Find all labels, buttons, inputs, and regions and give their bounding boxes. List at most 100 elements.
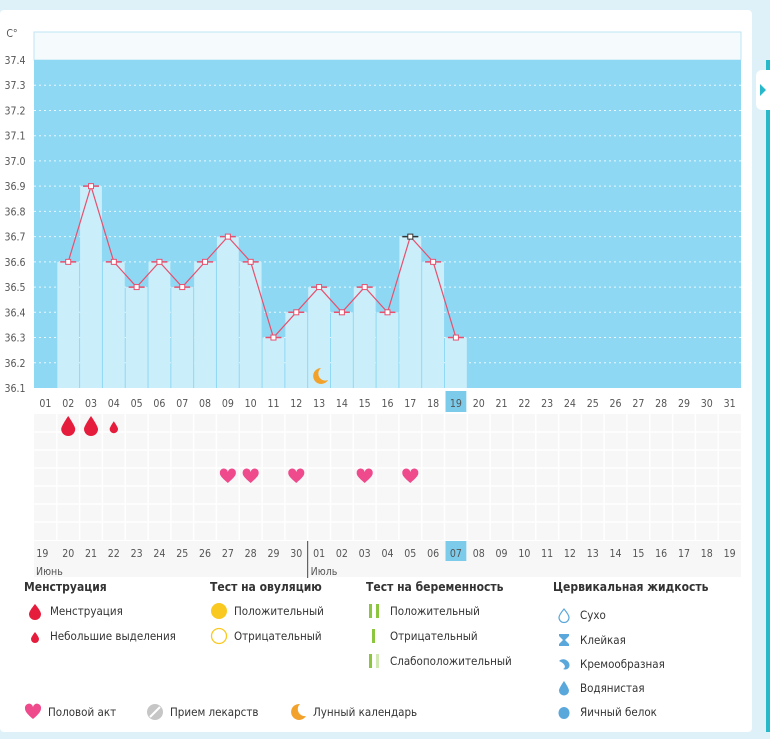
y-tick-label: 36.3 [4,333,25,345]
temperature-bar [422,261,445,388]
cycle-day-label: 20 [473,398,485,410]
cycle-day-label: 29 [678,398,690,410]
temperature-bar [308,287,330,388]
heart-icon [242,468,259,483]
chart-top-strip [33,31,742,61]
small-drop-icon [109,421,119,434]
temperature-bar [353,287,376,388]
y-tick-label: 37.2 [4,105,25,117]
date-label: 02 [336,548,348,560]
temperature-bar [330,312,353,388]
temperature-point [452,334,459,341]
temperature-point [293,309,300,316]
drop-icon [61,416,76,437]
y-tick-label: 37.1 [4,131,25,143]
date-label: 08 [473,548,485,560]
cycle-day-label: 10 [245,398,257,410]
date-label: 28 [245,548,257,560]
temperature-bar [125,287,148,388]
date-label: 11 [541,548,553,560]
temperature-bar [445,337,467,388]
drop-icon [559,681,569,696]
temperature-bar [376,312,399,388]
y-tick-label: 36.5 [4,282,25,294]
temperature-bar [216,236,239,388]
date-label: 07 [450,548,462,560]
hourglass-icon [559,634,569,646]
temperature-bar [262,337,285,388]
heart-icon [219,468,236,483]
legend-title-ovulation: Тест на овуляцию [210,580,322,594]
y-tick-label: 36.7 [4,232,25,244]
cycle-day-label: 03 [85,398,97,410]
cycle-day-label: 15 [359,398,371,410]
temperature-point [156,258,163,265]
temperature-point [338,309,345,316]
temperature-point [65,258,72,265]
cycle-day-label: 01 [39,398,51,410]
drop-outline-icon [558,608,570,624]
cycle-day-label: 14 [336,398,348,410]
legend-title-pregnancy: Тест на беременность [366,580,504,594]
temperature-bar [171,287,194,388]
cycle-day-label: 13 [313,398,325,410]
date-label: 01 [313,548,325,560]
drop-icon [84,416,99,437]
temperature-bar [80,186,102,388]
date-label: 24 [153,548,165,560]
test-strip-single-icon [372,629,375,643]
date-label: 22 [108,548,120,560]
date-label: 05 [404,548,416,560]
temperature-bar [239,261,262,388]
temperature-bar [285,312,308,388]
y-tick-label: 37.4 [4,55,25,67]
circle-outline-icon [210,627,228,645]
date-label: 12 [564,548,576,560]
cycle-day-label: 12 [290,398,302,410]
date-label: 10 [518,548,530,560]
cycle-day-label: 24 [564,398,576,410]
test-strip-weak-icon [369,654,379,668]
cycle-day-label: 21 [496,398,508,410]
current-date-highlight [445,541,467,561]
date-label: 30 [290,548,302,560]
bbt-chart: C° 37.4 37.3 37.2 37.1 37.0 36.9 36.8 36.7 36.6 36… [4,28,742,578]
date-label: 25 [176,548,188,560]
cycle-day-label: 30 [701,398,713,410]
expand-panel-chevron-icon[interactable] [756,70,770,110]
small-drop-icon [31,632,39,643]
y-tick-label: 36.2 [4,358,25,370]
y-tick-label: 36.4 [4,307,25,319]
temperature-point [133,284,140,291]
cycle-day-label: 27 [632,398,644,410]
date-label: 29 [267,548,279,560]
temperature-bar [102,261,125,388]
temperature-bar [148,261,171,388]
date-label: 14 [610,548,622,560]
cycle-day-label: 11 [267,398,279,410]
cycle-day-label: 18 [427,398,439,410]
date-label: 26 [199,548,211,560]
heart-icon [288,468,305,483]
cycle-day-label: 23 [541,398,553,410]
current-day-highlight [445,391,467,412]
y-tick-label: 36.9 [4,181,25,193]
date-label: 16 [655,548,667,560]
date-label: 21 [85,548,97,560]
temperature-point [224,233,231,240]
temperature-bar [57,261,80,388]
y-tick-label: 36.8 [4,206,25,218]
test-strip-double-icon [369,604,379,618]
heart-icon [24,703,42,719]
cycle-day-label: 08 [199,398,211,410]
temperature-point [407,233,414,240]
cycle-day-label: 04 [108,398,120,410]
side-panel-strip [766,60,770,732]
moon-icon [313,368,329,384]
temperature-point [384,309,391,316]
date-label: 06 [427,548,439,560]
pill-icon [147,704,163,720]
date-label: 20 [62,548,74,560]
cycle-day-label: 02 [62,398,74,410]
temperature-point [361,284,368,291]
